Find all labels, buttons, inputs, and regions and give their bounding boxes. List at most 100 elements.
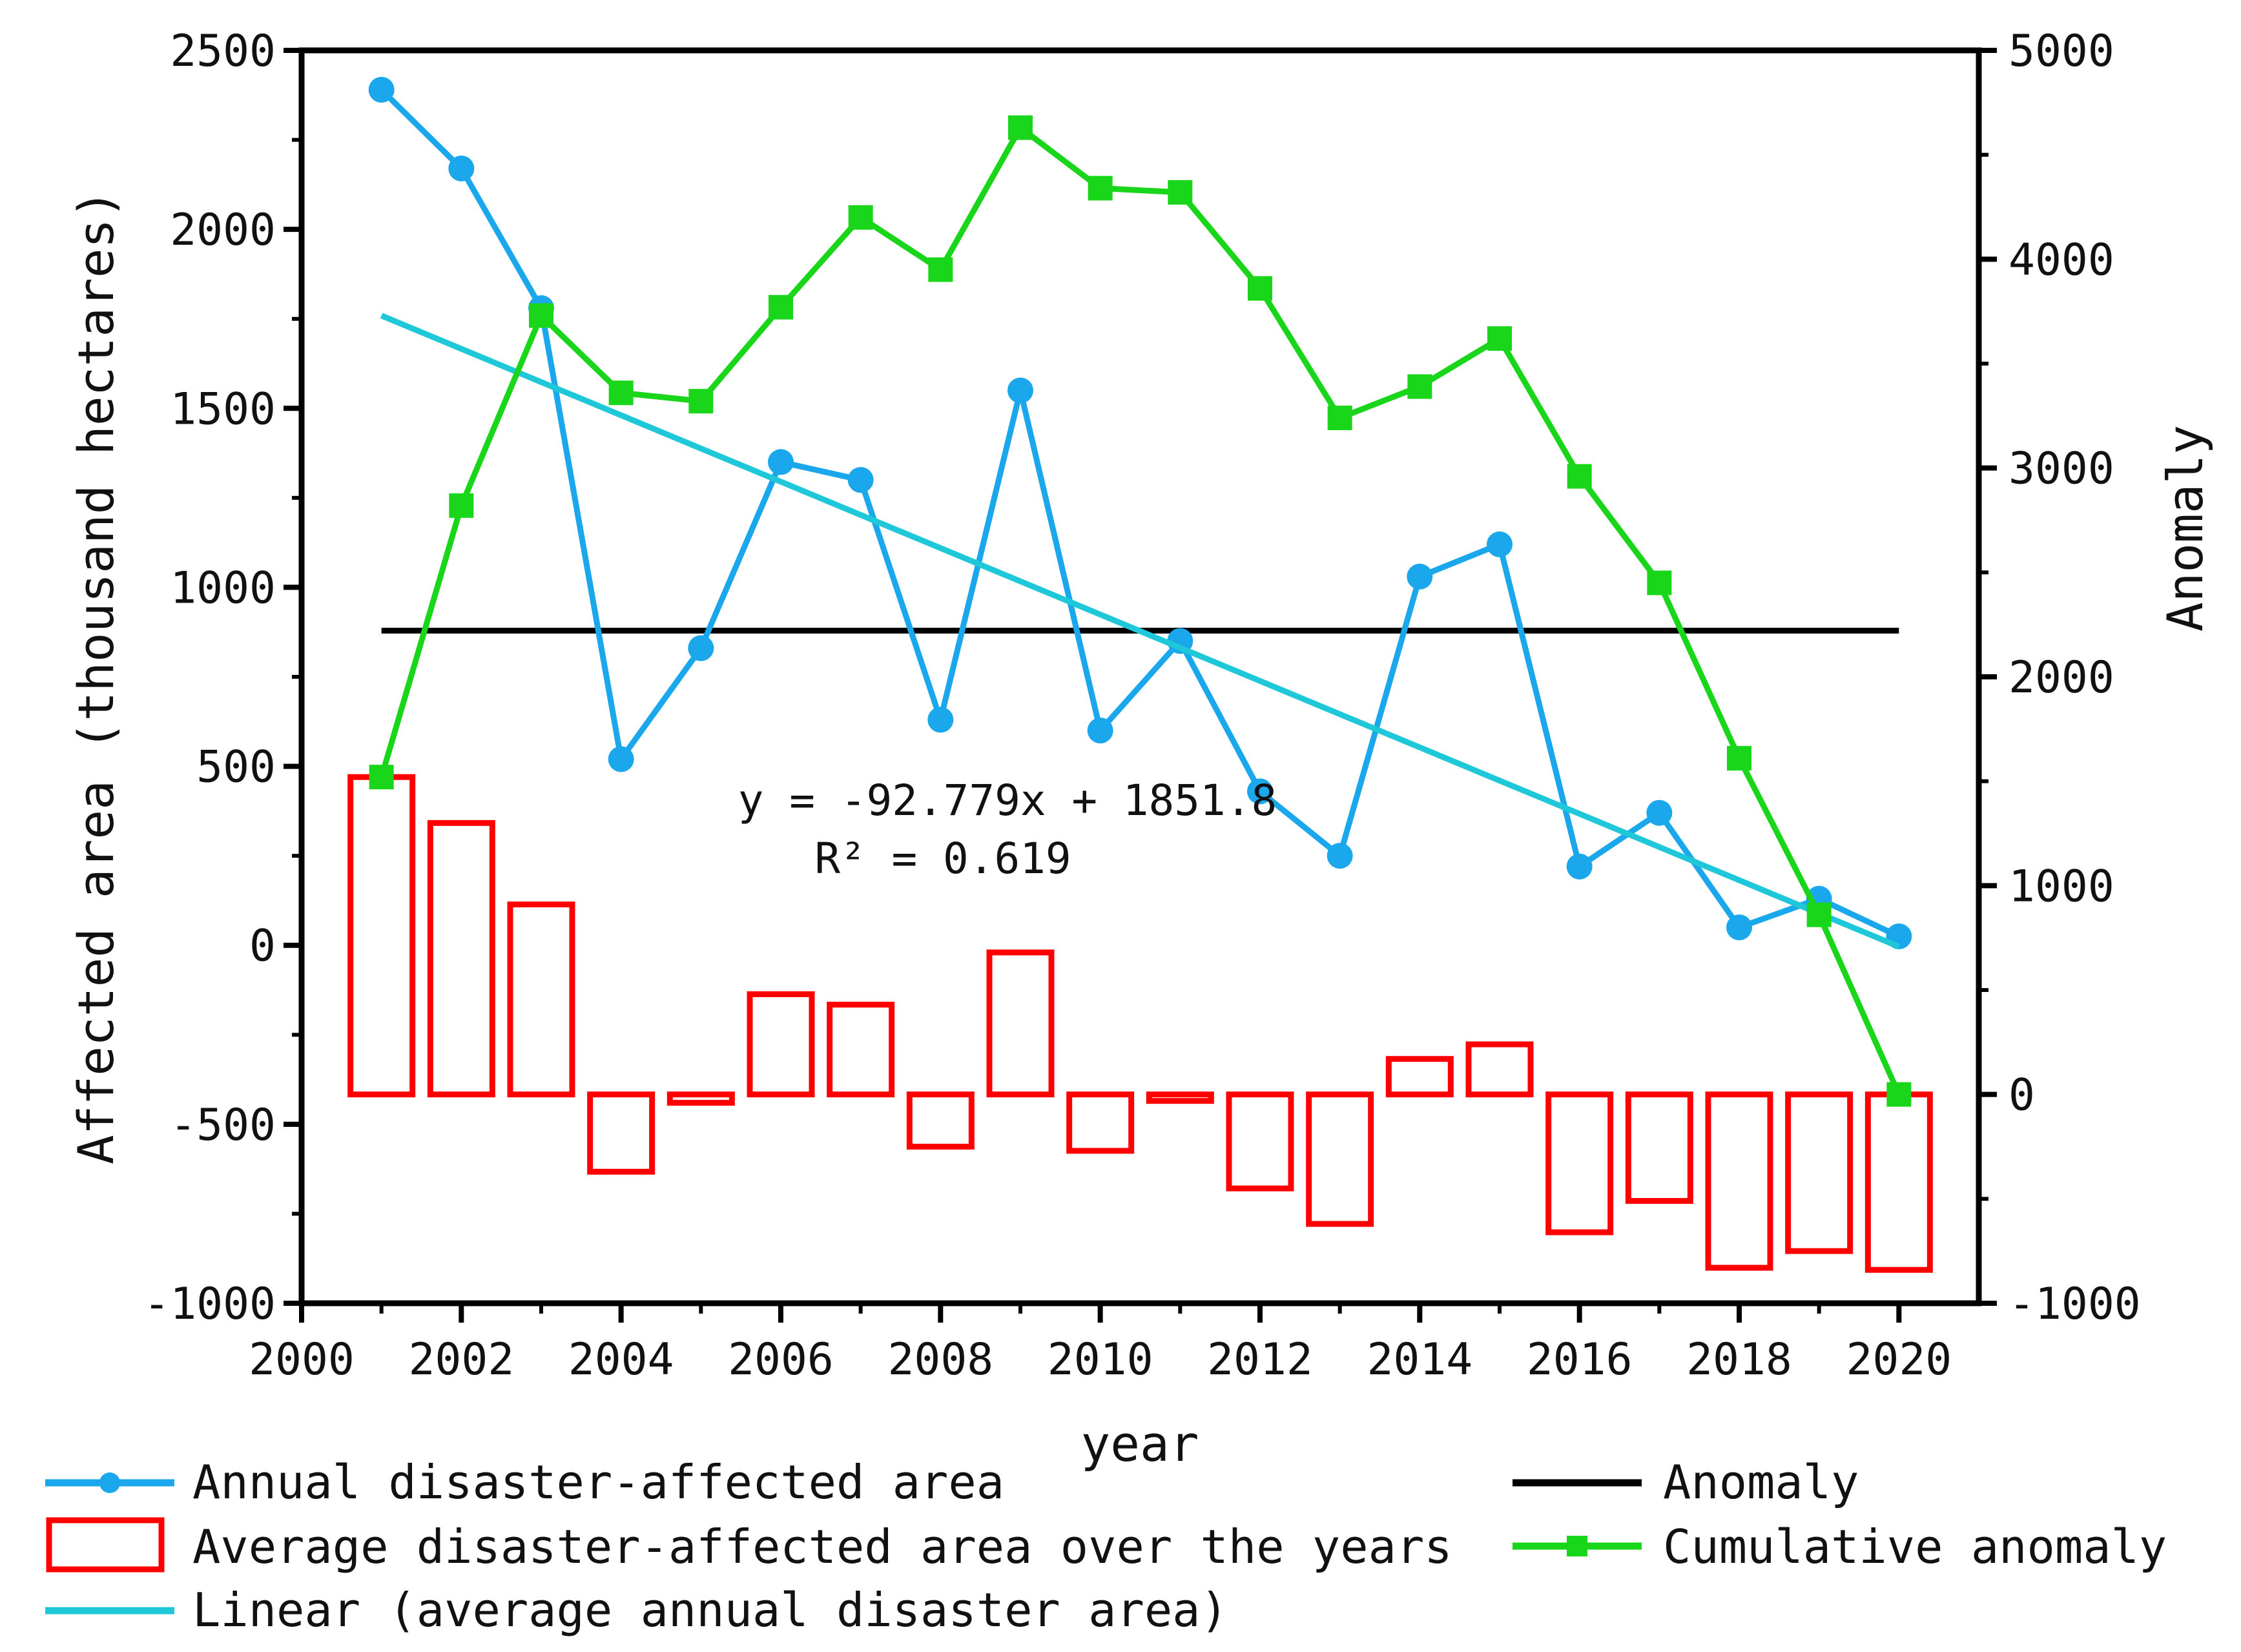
plot-area	[347, 76, 1933, 1273]
x-tick-label-2004: 2004	[568, 1334, 674, 1385]
annual-point-2012	[1247, 778, 1273, 805]
yr-tick-label-4000: 4000	[2009, 234, 2114, 285]
annual-point-2010	[1087, 718, 1113, 744]
annual-point-2006	[768, 449, 794, 475]
yl-tick-label-2000: 2000	[170, 205, 276, 256]
bar-2008	[906, 1091, 975, 1150]
x-tick-label-2018: 2018	[1686, 1334, 1792, 1385]
cumulative-point-2006	[769, 294, 793, 320]
annual-point-2005	[688, 635, 714, 661]
yr-tick-label--1000: -1000	[2009, 1279, 2141, 1330]
cumulative-point-2005	[688, 389, 714, 414]
bar-2015	[1465, 1041, 1534, 1098]
yl-tick-label-0: 0	[249, 921, 276, 972]
legend-item-linear: Linear (average annual disaster area)	[45, 1583, 1228, 1637]
yr-tick-label-0: 0	[2009, 1070, 2035, 1121]
x-tick-label-2000: 2000	[249, 1334, 355, 1385]
bar-2020	[1864, 1091, 1933, 1273]
equation-annotation: y = -92.779x + 1851.8 R² = 0.619	[738, 776, 1277, 883]
bar-2011	[1146, 1091, 1214, 1104]
legend-marker-annual-area	[99, 1472, 120, 1493]
cumulative-point-2016	[1567, 464, 1592, 489]
cumulative-anomaly-line	[378, 125, 1902, 1096]
legend: Annual disaster-affected area Average di…	[45, 1455, 2167, 1637]
bar-2001	[347, 774, 416, 1098]
x-tick-label-2002: 2002	[408, 1334, 514, 1385]
yl-tick-label--1000: -1000	[143, 1279, 276, 1330]
y-left-axis-title: Affected area (thousand hectares)	[67, 189, 125, 1164]
yl-tick-label-1000: 1000	[170, 563, 276, 614]
annual-point-2014	[1407, 563, 1433, 590]
yl-tick-label-500: 500	[196, 742, 276, 793]
x-tick-label-2016: 2016	[1527, 1334, 1633, 1385]
yr-tick-label-2000: 2000	[2009, 652, 2114, 703]
legend-marker-cumulative	[1567, 1536, 1587, 1556]
x-tick-label-2008: 2008	[887, 1334, 993, 1385]
bar-2014	[1385, 1056, 1454, 1098]
annual-point-2002	[448, 155, 475, 181]
cumulative-point-2002	[449, 493, 474, 518]
legend-item-average-area: Average disaster-affected area over the …	[46, 1517, 1452, 1574]
annual-point-2016	[1566, 853, 1593, 880]
bar-2012	[1226, 1091, 1294, 1192]
yl-tick-label-1500: 1500	[170, 384, 276, 435]
y-right-axis-title: Anomaly	[2156, 425, 2214, 632]
x-tick-label-2012: 2012	[1207, 1334, 1313, 1385]
axis-titles: year Affected area (thousand hectares) A…	[67, 189, 2214, 1472]
x-tick-label-2006: 2006	[728, 1334, 834, 1385]
bar-2007	[827, 1002, 895, 1098]
cumulative-point-2011	[1168, 180, 1193, 205]
legend-label-anomaly: Anomaly	[1663, 1455, 1859, 1509]
cumulative-point-2001	[369, 765, 394, 790]
cumulative-point-2007	[848, 205, 873, 230]
cumulative-point-2003	[529, 303, 553, 328]
legend-item-cumulative: Cumulative anomaly	[1513, 1520, 2167, 1574]
cumulative-point-2015	[1487, 326, 1512, 351]
yr-tick-label-1000: 1000	[2009, 861, 2114, 912]
annual-point-2001	[368, 76, 395, 103]
bar-2013	[1306, 1091, 1374, 1227]
plot-frame	[298, 47, 1982, 1306]
yr-tick-label-5000: 5000	[2009, 26, 2114, 77]
x-tick-label-2010: 2010	[1048, 1334, 1153, 1385]
yl-tick-label-2500: 2500	[170, 26, 276, 77]
legend-swatch-average-area	[46, 1517, 165, 1573]
cumulative-point-2009	[1008, 115, 1033, 140]
bar-2010	[1066, 1091, 1135, 1154]
bar-2005	[666, 1091, 735, 1106]
yr-tick-label-3000: 3000	[2009, 444, 2114, 495]
x-axis-title: year	[1080, 1415, 1199, 1472]
cumulative-point-2008	[928, 257, 953, 282]
cumulative-point-2018	[1727, 746, 1751, 771]
cumulative-point-2017	[1647, 570, 1672, 595]
bar-2009	[986, 949, 1055, 1098]
yl-tick-label--500: -500	[170, 1100, 276, 1151]
bar-2006	[747, 991, 815, 1098]
x-tick-label-2014: 2014	[1367, 1334, 1472, 1385]
legend-label-annual-area: Annual disaster-affected area	[192, 1455, 1004, 1509]
legend-item-annual-area: Annual disaster-affected area	[45, 1455, 1004, 1509]
bar-2002	[427, 820, 495, 1098]
bar-2018	[1705, 1091, 1773, 1271]
annual-point-2017	[1646, 800, 1673, 826]
bar-2017	[1625, 1091, 1693, 1204]
cumulative-point-2014	[1407, 374, 1432, 399]
legend-label-average-area: Average disaster-affected area over the …	[192, 1520, 1452, 1574]
annual-point-2007	[847, 467, 874, 493]
axes: 2000 2002 2004 2006 2008 2010 2012 2014 2016 2018…	[143, 26, 2140, 1385]
legend-label-linear: Linear (average annual disaster area)	[192, 1583, 1228, 1637]
annual-point-2013	[1327, 843, 1353, 869]
bar-2019	[1785, 1091, 1854, 1254]
cumulative-point-2019	[1806, 902, 1832, 927]
cumulative-point-2013	[1327, 406, 1352, 431]
trendline-equation: y = -92.779x + 1851.8	[738, 776, 1277, 825]
annual-point-2018	[1726, 914, 1752, 940]
annual-point-2004	[608, 746, 634, 772]
bar-2016	[1545, 1091, 1614, 1235]
annual-point-2008	[927, 707, 954, 733]
cumulative-point-2020	[1886, 1082, 1912, 1107]
r-squared-label: R² = 0.619	[814, 834, 1071, 883]
cumulative-point-2004	[608, 380, 634, 406]
legend-item-anomaly: Anomaly	[1513, 1455, 1859, 1509]
